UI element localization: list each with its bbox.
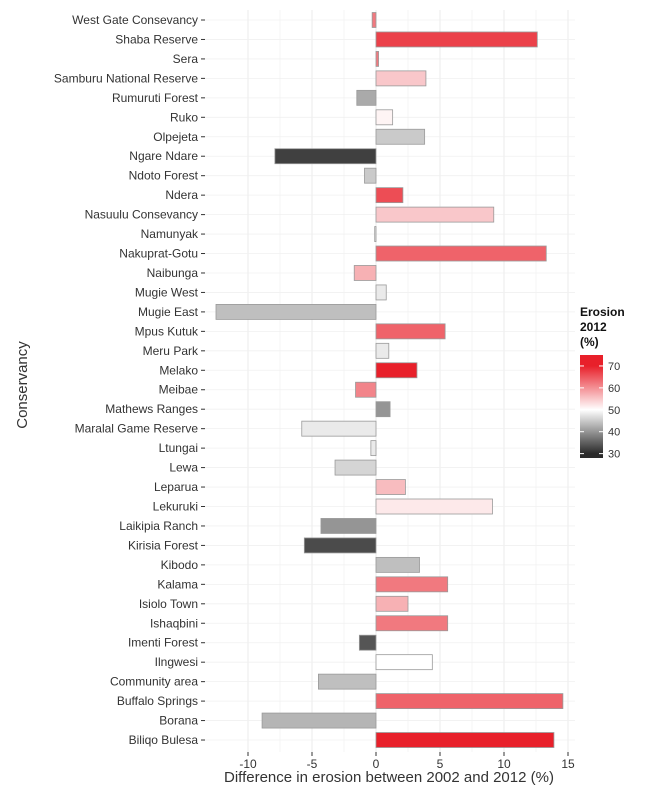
- bar-naibunga: [353, 265, 377, 281]
- y-tick-label: Biliqo Bulesa: [129, 733, 199, 747]
- y-tick-label: Lewa: [169, 461, 198, 475]
- y-tick-label: Namunyak: [141, 227, 199, 241]
- y-tick-label: Naibunga: [147, 266, 199, 280]
- y-tick-label: Kirisia Forest: [128, 538, 199, 552]
- legend-colorbar: [580, 355, 603, 458]
- bar-meibae: [355, 381, 377, 398]
- bar-melako: [375, 362, 418, 379]
- y-tick-label: Laikipia Ranch: [119, 519, 198, 533]
- y-tick-label: Isiolo Town: [139, 597, 198, 611]
- y-tick-label: Maralal Game Reserve: [75, 422, 199, 436]
- legend-tick-label: 40: [608, 427, 620, 439]
- y-tick-label: Mugie West: [135, 285, 199, 299]
- bar-sera: [375, 51, 379, 67]
- y-tick-label: Leparua: [154, 480, 198, 494]
- y-tick-label: Nakuprat-Gotu: [119, 247, 198, 261]
- bar-lekuruki: [375, 498, 493, 515]
- bar-ruko: [375, 109, 394, 126]
- bar-isiolo-town: [375, 595, 409, 612]
- legend-tick-label: 30: [608, 449, 620, 461]
- bar-buffalo-springs: [375, 693, 564, 709]
- y-tick-label: Mpus Kutuk: [135, 324, 199, 338]
- y-tick-label: Ruko: [170, 110, 198, 124]
- y-tick-label: Ndoto Forest: [129, 169, 199, 183]
- y-tick-label: Ishaqbini: [150, 616, 198, 630]
- bar-mathews-ranges: [375, 401, 391, 418]
- y-tick-label: Community area: [110, 675, 198, 689]
- bar-mugie-east: [215, 303, 377, 320]
- bar-ndoto-forest: [364, 167, 377, 184]
- y-tick-label: Imenti Forest: [128, 636, 199, 650]
- bar-rumuruti-forest: [356, 89, 377, 106]
- y-tick-label: Olpejeta: [153, 130, 198, 144]
- x-tick-label: -10: [239, 757, 257, 771]
- bar-ndera: [375, 187, 404, 204]
- bar-mugie-west: [375, 284, 387, 301]
- bar-ltungai: [370, 440, 377, 457]
- y-tick-label: Samburu National Reserve: [54, 71, 198, 85]
- y-tick-label: Ndera: [165, 188, 198, 202]
- x-tick-label: 10: [497, 757, 511, 771]
- bar-meru-park: [375, 342, 390, 359]
- y-tick-label: Borana: [159, 714, 198, 728]
- legend-title-line1: Erosion: [580, 305, 625, 319]
- bar-nasuulu-consevancy: [375, 206, 495, 223]
- y-tick-label: Ngare Ndare: [129, 149, 198, 163]
- bar-imenti-forest: [358, 634, 377, 651]
- bar-ngare-ndare: [274, 148, 377, 165]
- bar-ishaqbini: [375, 615, 449, 632]
- bar-laikipia-ranch: [320, 518, 377, 534]
- legend-tick-label: 70: [608, 361, 620, 373]
- bar-kalama: [375, 576, 449, 593]
- y-tick-label: Buffalo Springs: [117, 694, 198, 708]
- x-tick-label: 5: [437, 757, 444, 771]
- y-axis: West Gate Consevancy Shaba Reserve Sera Sam…: [54, 13, 205, 747]
- y-tick-label: Meibae: [159, 383, 199, 397]
- bar-kibodo: [375, 556, 420, 573]
- bar-namunyak: [374, 226, 377, 242]
- legend-title-line3: (%): [580, 335, 599, 349]
- bar-community-area: [317, 673, 377, 690]
- bar-shaba-reserve: [375, 31, 538, 48]
- legend-tick-label: 60: [608, 383, 620, 395]
- legend: Erosion 2012 (%) 30 40 50 60 70: [580, 305, 625, 461]
- bar-biliqo-bulesa: [375, 732, 555, 748]
- y-tick-label: Kibodo: [161, 558, 199, 572]
- bar-mpus-kutuk: [375, 323, 446, 340]
- bar-lewa: [334, 459, 377, 476]
- bar-samburu-national-reserve: [375, 70, 427, 87]
- bar-maralal-game-reserve: [301, 420, 377, 437]
- x-tick-label: -5: [307, 757, 318, 771]
- legend-tick-label: 50: [608, 405, 620, 417]
- y-axis-title: Conservancy: [14, 341, 31, 429]
- x-axis: -10 -5 0 5 10 15: [239, 752, 575, 771]
- y-tick-label: Melako: [159, 363, 198, 377]
- bar-kirisia-forest: [303, 537, 377, 554]
- bar-olpejeta: [375, 128, 426, 145]
- y-tick-label: Mugie East: [138, 305, 199, 319]
- y-tick-label: Sera: [173, 52, 199, 66]
- y-tick-label: Ltungai: [159, 441, 198, 455]
- y-tick-label: West Gate Consevancy: [72, 13, 198, 27]
- bar-ilngwesi: [375, 654, 433, 671]
- y-tick-label: Meru Park: [143, 344, 199, 358]
- bar-leparua: [375, 479, 406, 495]
- x-tick-label: 0: [373, 757, 380, 771]
- y-tick-label: Ilngwesi: [155, 655, 198, 669]
- x-tick-label: 15: [561, 757, 575, 771]
- x-axis-title: Difference in erosion between 2002 and 2…: [224, 769, 554, 786]
- legend-title-line2: 2012: [580, 320, 607, 334]
- bar-west-gate-consevancy: [371, 12, 377, 28]
- bar-borana: [261, 712, 377, 729]
- y-tick-label: Mathews Ranges: [105, 402, 198, 416]
- y-tick-label: Shaba Reserve: [115, 32, 198, 46]
- y-tick-label: Lekuruki: [153, 500, 198, 514]
- bar-nakuprat-gotu: [375, 245, 547, 262]
- y-tick-label: Nasuulu Consevancy: [85, 208, 198, 222]
- y-tick-label: Kalama: [157, 577, 198, 591]
- y-tick-label: Rumuruti Forest: [112, 91, 199, 105]
- bars: [215, 12, 564, 748]
